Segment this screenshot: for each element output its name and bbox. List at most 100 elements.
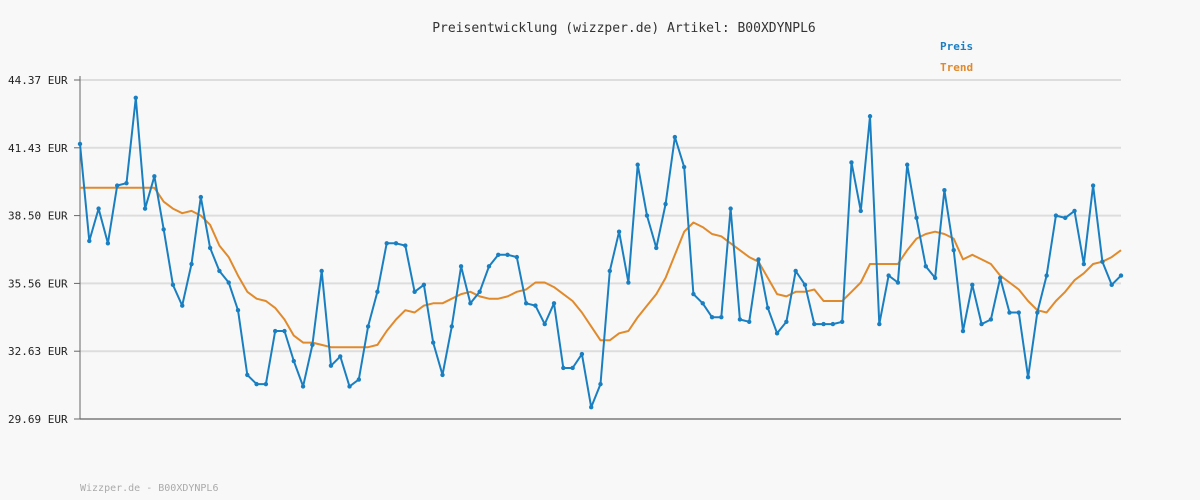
data-point-preis — [514, 254, 520, 260]
data-point-preis — [839, 319, 845, 324]
data-point-preis — [1016, 310, 1021, 315]
legend-entry-trend: Trend — [940, 61, 973, 74]
data-point-preis — [440, 372, 445, 378]
data-point-preis — [1100, 259, 1105, 264]
data-point-preis — [886, 273, 891, 278]
data-point-preis — [142, 206, 148, 211]
data-point-preis — [914, 215, 919, 221]
data-point-preis — [551, 301, 557, 306]
data-point-preis — [170, 282, 176, 288]
data-point-preis — [719, 314, 724, 320]
data-point-preis — [737, 317, 743, 322]
data-point-preis — [942, 187, 947, 193]
data-point-preis — [310, 342, 315, 348]
data-point-preis — [1081, 261, 1087, 267]
data-point-preis — [635, 162, 640, 167]
data-point-preis — [905, 162, 910, 167]
y-tick-label: 41.43 EUR — [8, 142, 68, 155]
data-point-preis — [579, 351, 585, 357]
data-point-preis — [133, 95, 138, 100]
data-point-preis — [570, 365, 575, 371]
data-point-preis — [700, 301, 705, 306]
data-point-preis — [607, 268, 612, 274]
data-point-preis — [858, 208, 863, 214]
data-point-preis — [728, 206, 733, 211]
data-point-preis — [235, 308, 241, 313]
data-point-preis — [384, 241, 389, 246]
data-point-preis — [217, 268, 222, 274]
data-point-preis — [263, 381, 269, 387]
data-point-preis — [161, 227, 166, 232]
series-line-preis — [79, 96, 1122, 409]
y-tick-label: 35.56 EUR — [8, 277, 68, 290]
data-point-preis — [393, 241, 399, 246]
data-point-preis — [812, 321, 817, 327]
data-point-preis — [709, 314, 715, 320]
data-point-preis — [449, 324, 454, 329]
data-point-preis — [421, 282, 427, 288]
data-point-preis — [291, 358, 296, 364]
data-point-preis — [849, 160, 854, 165]
series-line-trend — [80, 186, 1122, 349]
data-point-preis — [784, 319, 789, 324]
data-point-preis — [1072, 208, 1077, 214]
data-point-preis — [477, 289, 482, 294]
data-point-preis — [1025, 375, 1031, 380]
series-lines — [79, 96, 1122, 409]
data-point-preis — [152, 174, 157, 179]
footer-text: Wizzper.de - B00XDYNPL6 — [80, 483, 218, 494]
data-point-preis — [1109, 282, 1114, 288]
data-point-preis — [589, 405, 594, 410]
y-axis: 44.37 EUR 41.43 EUR 38.50 EUR 35.56 EUR 32.6… — [8, 74, 81, 426]
chart-title: Preisentwicklung (wizzper.de) Artikel: B… — [432, 21, 816, 36]
data-point-preis — [272, 328, 278, 334]
data-point-preis — [523, 301, 529, 306]
data-point-preis — [375, 289, 380, 294]
data-point-preis — [802, 282, 808, 288]
data-point-preis — [672, 134, 678, 140]
y-tick-label: 44.37 EUR — [8, 74, 68, 87]
data-point-preis — [347, 384, 352, 389]
data-point-preis — [793, 268, 798, 274]
data-point-preis — [1007, 310, 1012, 315]
data-point-preis — [951, 247, 956, 253]
data-point-preis — [765, 305, 771, 311]
data-point-preis — [970, 282, 975, 288]
data-point-preis — [198, 194, 204, 200]
data-point-preis — [626, 280, 631, 285]
data-point-preis — [254, 381, 259, 387]
data-point-preis — [756, 257, 761, 262]
data-point-preis — [877, 321, 882, 327]
data-point-preis — [988, 317, 994, 322]
data-point-preis — [960, 328, 966, 334]
data-point-preis — [282, 328, 287, 334]
series-points — [77, 95, 1124, 410]
data-point-preis — [895, 280, 901, 285]
data-point-preis — [468, 301, 473, 306]
data-point-preis — [932, 275, 938, 281]
data-point-preis — [180, 303, 185, 308]
data-point-preis — [328, 363, 334, 368]
legend-entry-preis: Preis — [940, 40, 973, 53]
data-point-preis — [830, 321, 836, 327]
data-point-preis — [114, 183, 120, 188]
data-point-preis — [616, 229, 622, 234]
data-point-preis — [774, 331, 780, 336]
data-point-preis — [300, 384, 306, 389]
legend: Preis Trend — [940, 40, 973, 74]
data-point-preis — [997, 275, 1003, 281]
data-point-preis — [496, 252, 501, 258]
data-point-preis — [124, 181, 129, 186]
data-point-preis — [542, 321, 547, 327]
data-point-preis — [1063, 215, 1068, 221]
data-point-preis — [867, 114, 873, 119]
data-point-preis — [96, 206, 101, 211]
y-tick-label: 38.50 EUR — [8, 210, 68, 223]
data-point-preis — [923, 264, 929, 269]
data-point-preis — [412, 289, 417, 294]
data-point-preis — [245, 372, 250, 378]
data-point-preis — [1044, 273, 1049, 278]
data-point-preis — [747, 319, 752, 324]
data-point-preis — [77, 141, 83, 147]
data-point-preis — [365, 324, 371, 329]
